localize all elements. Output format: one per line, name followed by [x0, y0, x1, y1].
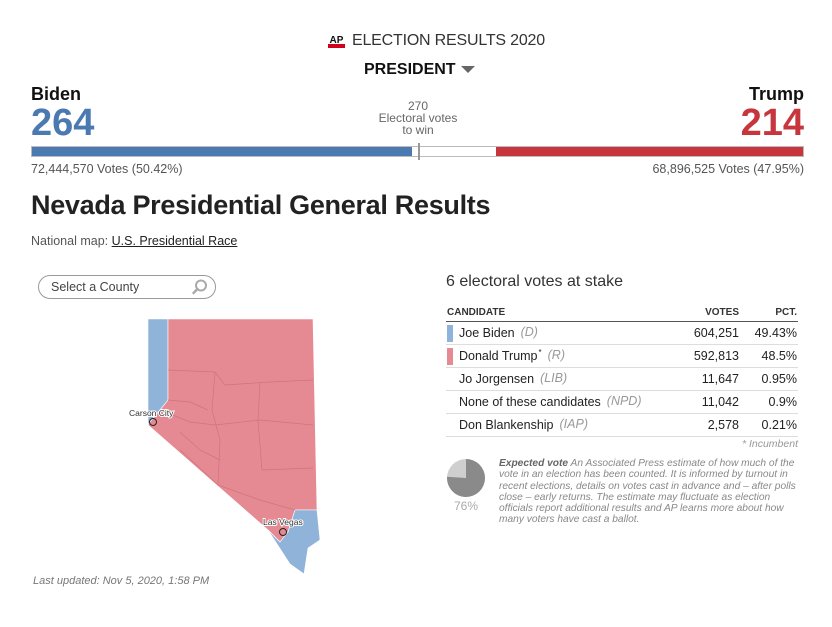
carson-city-label: Carson City — [129, 408, 174, 418]
header-candidate: CANDIDATE — [446, 305, 684, 322]
candidate-pct: 0.95% — [740, 367, 798, 391]
party-swatch — [447, 347, 453, 365]
left-electoral-votes: 264 — [31, 102, 95, 144]
candidate-votes: 592,813 — [683, 344, 740, 368]
party-swatch — [447, 371, 453, 388]
national-map-label: National map: — [31, 234, 109, 248]
candidate-cell: Jo Jorgensen (LIB) — [446, 367, 684, 391]
threshold-label: 270 Electoral votes to win — [368, 100, 468, 136]
candidate-pct: 0.21% — [740, 413, 798, 437]
candidate-name: Jo Jorgensen — [459, 371, 535, 386]
candidate-name: None of these candidates — [459, 394, 601, 409]
nevada-county-map[interactable]: Carson City Las Vegas — [120, 310, 330, 580]
left-vote-total: 72,444,570 Votes (50.42%) — [31, 162, 183, 176]
candidate-party: (D) — [520, 325, 538, 340]
candidate-votes: 604,251 — [683, 321, 740, 345]
candidate-party: (R) — [547, 348, 565, 363]
candidate-row: Jo Jorgensen (LIB) 11,647 0.95% — [446, 367, 798, 391]
right-vote-total: 68,896,525 Votes (47.95%) — [652, 162, 804, 176]
expected-vote-pie — [447, 459, 486, 497]
search-icon[interactable] — [191, 278, 209, 296]
incumbent-marker: * — [538, 347, 542, 357]
candidate-name: Joe Biden — [459, 325, 515, 340]
candidate-row: Don Blankenship (IAP) 2,578 0.21% — [446, 413, 798, 437]
incumbent-note: * Incumbent — [741, 438, 798, 450]
candidate-cell: Joe Biden (D) — [446, 321, 684, 345]
las-vegas-label: Las Vegas — [263, 517, 303, 527]
county-clark[interactable] — [267, 509, 321, 575]
las-vegas-marker — [279, 528, 287, 536]
candidate-votes: 11,042 — [683, 390, 740, 414]
party-swatch — [447, 324, 453, 342]
chevron-down-icon — [460, 66, 475, 74]
candidate-cell: Don Blankenship (IAP) — [446, 413, 684, 437]
threshold-number: 270 — [407, 99, 429, 113]
candidate-party: (IAP) — [559, 417, 588, 432]
candidate-name: Donald Trump — [459, 348, 538, 363]
last-updated: Last updated: Nov 5, 2020, 1:58 PM — [33, 575, 210, 587]
county-rep-region[interactable] — [147, 318, 318, 543]
candidate-votes: 11,647 — [683, 367, 740, 391]
candidate-pct: 49.43% — [740, 321, 798, 345]
ap-logo: AP — [328, 35, 345, 48]
county-borders — [159, 369, 314, 511]
candidate-pct: 0.9% — [740, 390, 798, 414]
candidate-cell: None of these candidates (NPD) — [446, 390, 684, 414]
expected-vote-description: Expected vote An Associated Press estima… — [499, 458, 799, 526]
right-candidate-name: Trump — [748, 84, 804, 104]
header-votes: VOTES — [683, 305, 740, 322]
left-candidate-name: Biden — [31, 84, 82, 104]
candidate-cell: Donald Trump* (R) — [446, 344, 684, 368]
party-swatch — [447, 417, 453, 434]
svg-text:AP: AP — [330, 35, 344, 46]
page-title: Nevada Presidential General Results — [31, 190, 491, 220]
expected-vote-text: An Associated Press estimate of how much… — [499, 458, 796, 526]
candidate-row: Joe Biden (D) 604,251 49.43% — [446, 321, 798, 345]
party-swatch — [447, 394, 453, 411]
electoral-votes-at-stake: 6 electoral votes at stake — [446, 273, 623, 290]
right-electoral-votes: 214 — [740, 102, 804, 144]
race-dropdown[interactable]: PRESIDENT — [364, 61, 475, 79]
threshold-line2: to win — [402, 123, 434, 137]
candidate-votes: 2,578 — [683, 413, 740, 437]
expected-vote-title: Expected vote — [499, 458, 569, 469]
threshold-line1: Electoral votes — [378, 111, 458, 125]
expected-vote-percent: 76% — [453, 499, 479, 513]
county-search[interactable] — [38, 275, 216, 299]
candidate-party: (LIB) — [540, 371, 568, 386]
electoral-bar-rep — [496, 147, 803, 156]
results-table: CANDIDATE VOTES PCT. Joe Biden (D) 604,251… — [446, 305, 798, 437]
threshold-marker — [417, 143, 420, 160]
candidate-name: Don Blankenship — [459, 417, 554, 432]
expected-vote-pie-slice — [447, 459, 486, 497]
header-pct: PCT. — [740, 305, 798, 322]
app-title: ELECTION RESULTS 2020 — [352, 32, 545, 49]
electoral-bar-dem — [32, 147, 413, 156]
race-dropdown-label: PRESIDENT — [364, 61, 456, 78]
national-map-link[interactable]: U.S. Presidential Race — [111, 234, 238, 248]
candidate-row: Donald Trump* (R) 592,813 48.5% — [446, 344, 798, 368]
candidate-row: None of these candidates (NPD) 11,042 0.9% — [446, 390, 798, 414]
county-search-input[interactable] — [49, 279, 193, 295]
results-header-row: CANDIDATE VOTES PCT. — [446, 305, 798, 322]
candidate-party: (NPD) — [606, 394, 642, 409]
candidate-pct: 48.5% — [740, 344, 798, 368]
carson-city-marker — [149, 418, 157, 426]
electoral-vote-bar — [31, 143, 804, 160]
national-map-line: National map: U.S. Presidential Race — [31, 234, 237, 248]
